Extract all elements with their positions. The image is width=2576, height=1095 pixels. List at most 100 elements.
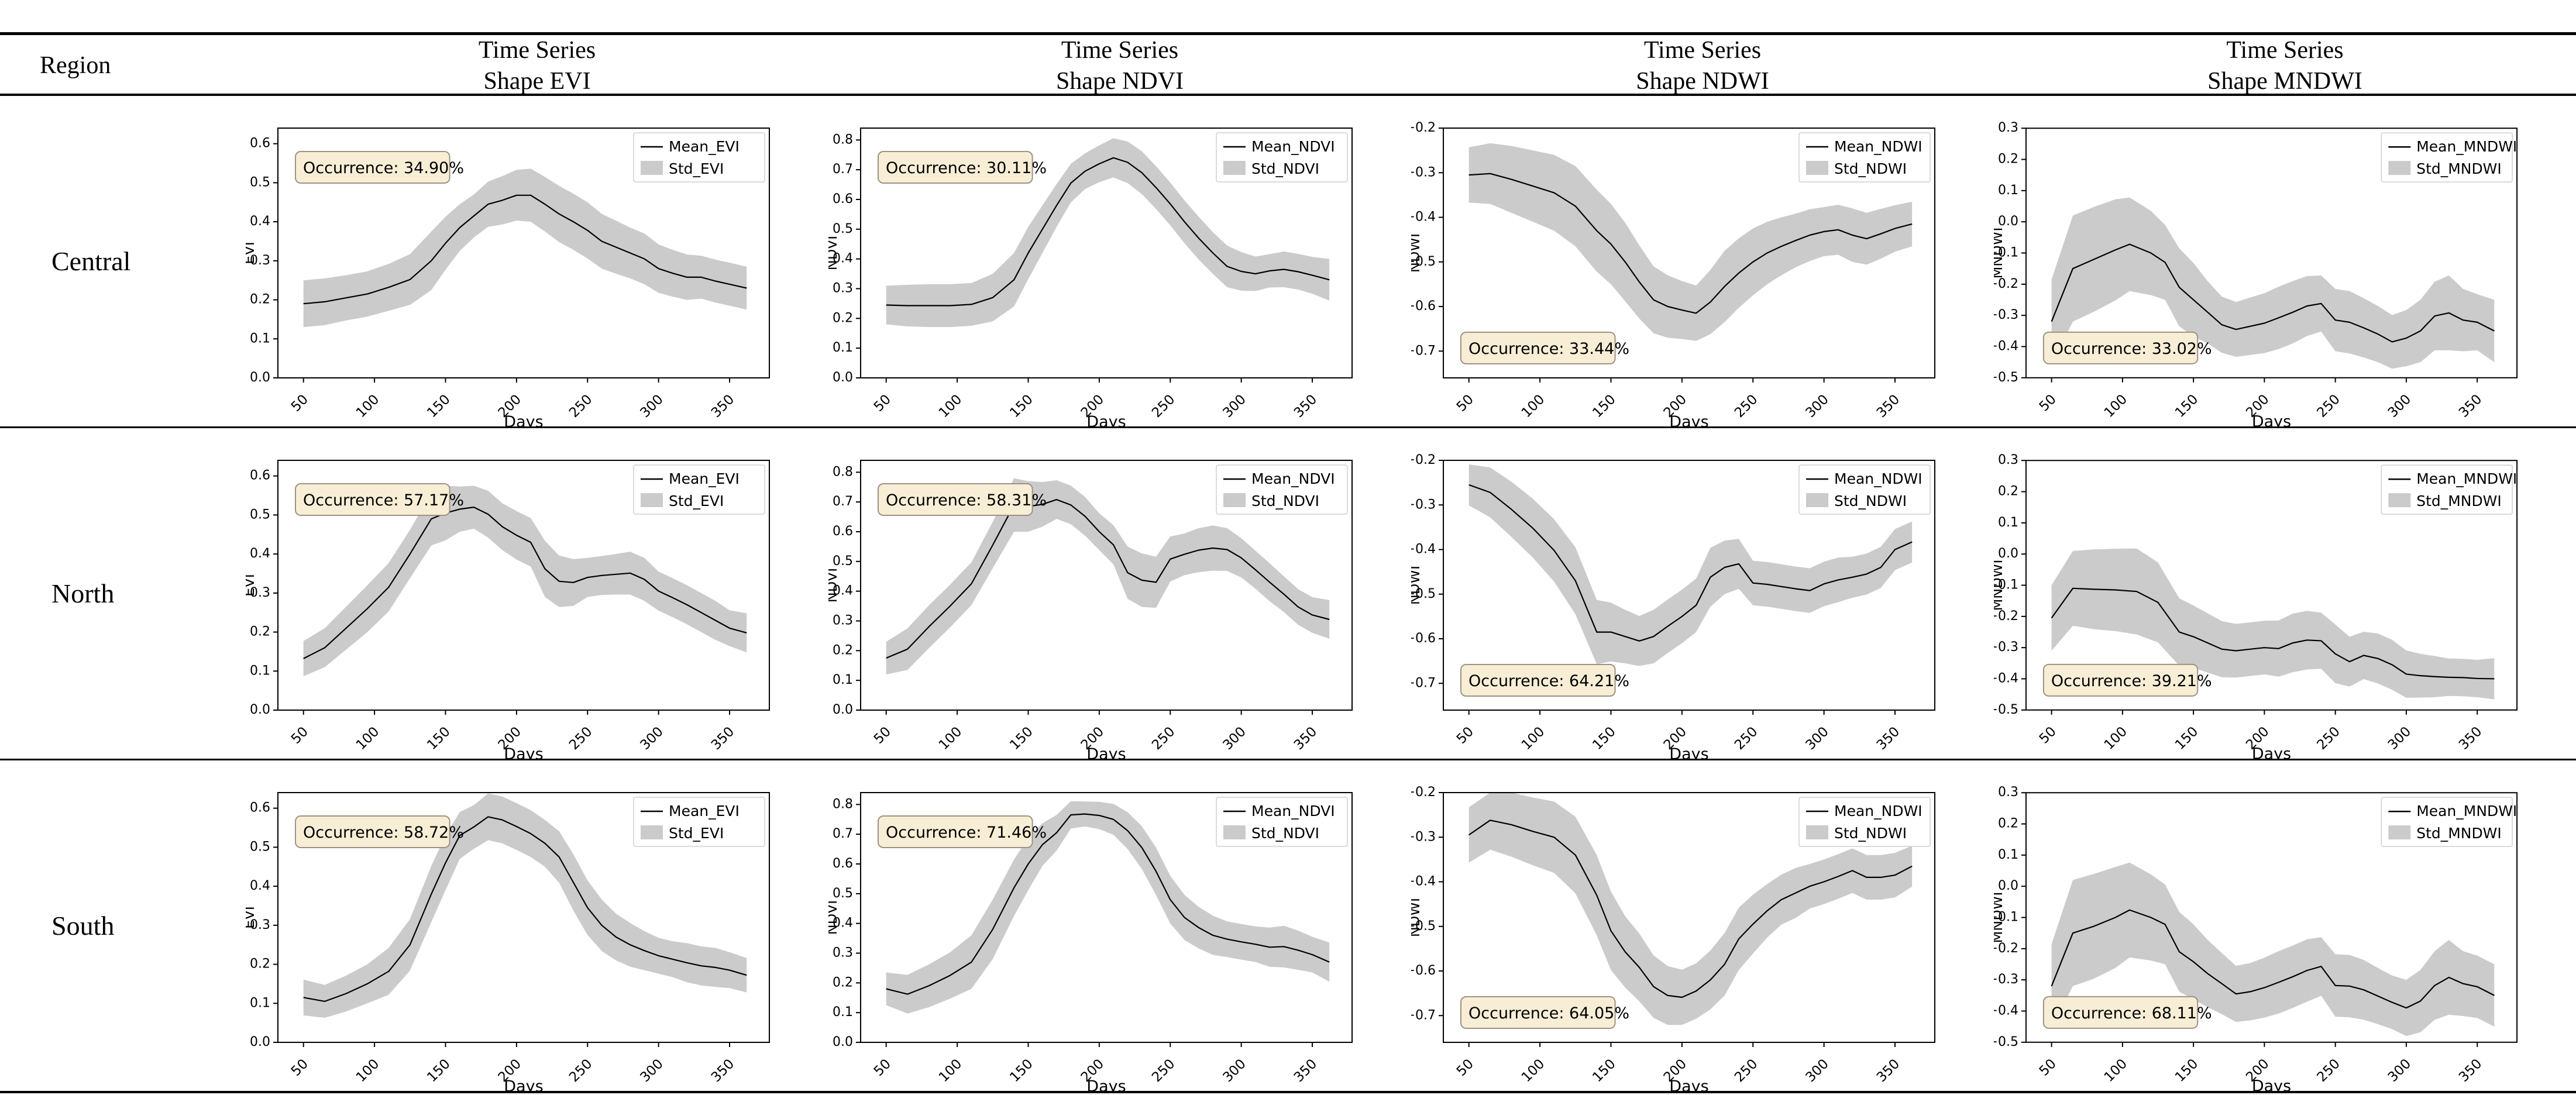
svg-text:300: 300 [2385, 1056, 2414, 1085]
svg-text:250: 250 [1149, 724, 1178, 753]
svg-text:−0.5: −0.5 [1411, 254, 1436, 269]
svg-text:100: 100 [2102, 724, 2130, 753]
svg-text:0.5: 0.5 [250, 839, 270, 854]
svg-text:250: 250 [2314, 1056, 2343, 1085]
svg-text:250: 250 [2314, 724, 2343, 753]
svg-text:300: 300 [1803, 1056, 1831, 1085]
svg-text:0.0: 0.0 [250, 703, 270, 717]
svg-text:350: 350 [1291, 724, 1320, 753]
svg-text:EVI: EVI [246, 574, 257, 597]
header-col-evi-line2: Shape EVI [483, 67, 591, 95]
svg-text:0.2: 0.2 [833, 643, 853, 657]
svg-text:0.5: 0.5 [833, 222, 853, 236]
svg-text:Days: Days [504, 413, 543, 426]
svg-text:NDWI: NDWI [1411, 566, 1423, 605]
svg-text:0.6: 0.6 [250, 136, 270, 151]
svg-text:−0.2: −0.2 [1994, 609, 2018, 624]
svg-text:0.4: 0.4 [250, 879, 270, 893]
svg-text:100: 100 [353, 392, 382, 421]
svg-text:0.1: 0.1 [250, 996, 270, 1010]
svg-text:350: 350 [1291, 1056, 1320, 1085]
svg-text:150: 150 [2172, 724, 2201, 753]
svg-text:0.4: 0.4 [833, 916, 853, 931]
svg-text:−0.3: −0.3 [1411, 165, 1436, 180]
svg-text:350: 350 [1874, 724, 1903, 753]
svg-text:Mean_MNDWI: Mean_MNDWI [2416, 138, 2517, 155]
svg-text:Mean_NDVI: Mean_NDVI [1251, 803, 1335, 819]
header-col-ndvi: Time Series Shape NDVI [828, 35, 1411, 97]
svg-text:0.4: 0.4 [250, 214, 270, 229]
svg-text:0.6: 0.6 [250, 469, 270, 483]
svg-text:Occurrence: 71.46%: Occurrence: 71.46% [886, 824, 1047, 842]
svg-text:−0.6: −0.6 [1411, 299, 1436, 314]
svg-text:−0.1: −0.1 [1994, 578, 2018, 593]
svg-text:0.8: 0.8 [833, 132, 853, 147]
svg-text:250: 250 [2314, 392, 2343, 421]
svg-text:50: 50 [2037, 724, 2059, 747]
table-bottom-rule [0, 1091, 2576, 1093]
svg-text:MNDWI: MNDWI [1994, 560, 2006, 611]
svg-text:0.2: 0.2 [833, 311, 853, 325]
svg-text:−0.6: −0.6 [1411, 963, 1436, 978]
svg-text:−0.4: −0.4 [1994, 1003, 2018, 1018]
svg-text:Days: Days [2252, 1077, 2291, 1091]
svg-text:0.0: 0.0 [833, 1035, 853, 1049]
row-central: Central 0.0 0.1 0.2 0.3 0.4 0.5 0.6 50 100 150 200… [0, 96, 2576, 426]
svg-text:50: 50 [2037, 392, 2059, 415]
svg-text:0.6: 0.6 [833, 524, 853, 539]
row-divider-2 [0, 759, 2576, 760]
svg-text:0.5: 0.5 [833, 554, 853, 569]
svg-text:0.1: 0.1 [1998, 848, 2018, 862]
svg-text:150: 150 [424, 1056, 453, 1085]
header-col-ndvi-line2: Shape NDVI [1055, 67, 1184, 95]
svg-text:0.1: 0.1 [833, 1005, 853, 1020]
row-north: North 0.0 0.1 0.2 0.3 0.4 0.5 0.6 50 100 150 200 25… [0, 428, 2576, 759]
svg-text:0.8: 0.8 [833, 464, 853, 479]
svg-text:NDWI: NDWI [1411, 898, 1423, 937]
svg-text:Std_MNDWI: Std_MNDWI [2416, 825, 2501, 842]
header-col-mndwi-line2: Shape MNDWI [2207, 67, 2362, 95]
svg-text:350: 350 [1874, 1056, 1903, 1085]
header-bottom-rule [0, 94, 2576, 96]
svg-text:150: 150 [424, 392, 453, 421]
svg-text:Std_NDVI: Std_NDVI [1251, 825, 1319, 842]
svg-text:Days: Days [1086, 413, 1126, 426]
svg-text:0.6: 0.6 [833, 192, 853, 206]
svg-text:150: 150 [1590, 392, 1618, 421]
svg-text:Occurrence: 34.90%: Occurrence: 34.90% [303, 159, 464, 177]
svg-text:Std_NDWI: Std_NDWI [1834, 825, 1907, 842]
svg-text:350: 350 [709, 1056, 737, 1085]
svg-text:0.2: 0.2 [1998, 484, 2018, 499]
svg-text:Mean_MNDWI: Mean_MNDWI [2416, 803, 2517, 819]
chart-north-ndvi: 0.00.10.20.30.40.50.60.70.850 100 150 200 25… [828, 460, 1353, 759]
svg-text:−0.3: −0.3 [1411, 497, 1436, 512]
svg-text:−0.3: −0.3 [1994, 640, 2018, 655]
svg-text:100: 100 [936, 724, 965, 753]
svg-text:Std_NDWI: Std_NDWI [1834, 160, 1907, 177]
svg-text:EVI: EVI [246, 906, 257, 929]
svg-text:0.3: 0.3 [833, 946, 853, 960]
svg-text:0.7: 0.7 [833, 494, 853, 509]
svg-text:NDVI: NDVI [828, 236, 840, 271]
chart-north-ndwi: −0.7−0.6−0.5−0.4−0.3−0.25010015020025030… [1411, 453, 1935, 759]
svg-text:250: 250 [1732, 1056, 1760, 1085]
svg-text:NDWI: NDWI [1411, 233, 1423, 273]
svg-text:350: 350 [1874, 392, 1903, 421]
svg-text:−0.5: −0.5 [1994, 370, 2018, 385]
svg-text:100: 100 [353, 1056, 382, 1085]
svg-text:0.2: 0.2 [833, 975, 853, 990]
svg-text:50: 50 [871, 724, 894, 747]
svg-text:0.1: 0.1 [250, 663, 270, 678]
svg-text:0.5: 0.5 [250, 507, 270, 522]
svg-text:Occurrence: 68.11%: Occurrence: 68.11% [2051, 1004, 2212, 1022]
svg-text:−0.7: −0.7 [1411, 676, 1436, 690]
svg-text:Occurrence: 64.21%: Occurrence: 64.21% [1468, 672, 1629, 690]
svg-text:Mean_MNDWI: Mean_MNDWI [2416, 470, 2517, 487]
header-col-evi: Time Series Shape EVI [246, 35, 828, 97]
svg-text:0.2: 0.2 [1998, 817, 2018, 831]
row-label-north: North [51, 579, 115, 608]
svg-text:150: 150 [1007, 1056, 1036, 1085]
svg-text:350: 350 [2456, 724, 2485, 753]
svg-text:350: 350 [2456, 1056, 2485, 1085]
svg-text:50: 50 [1454, 392, 1477, 415]
